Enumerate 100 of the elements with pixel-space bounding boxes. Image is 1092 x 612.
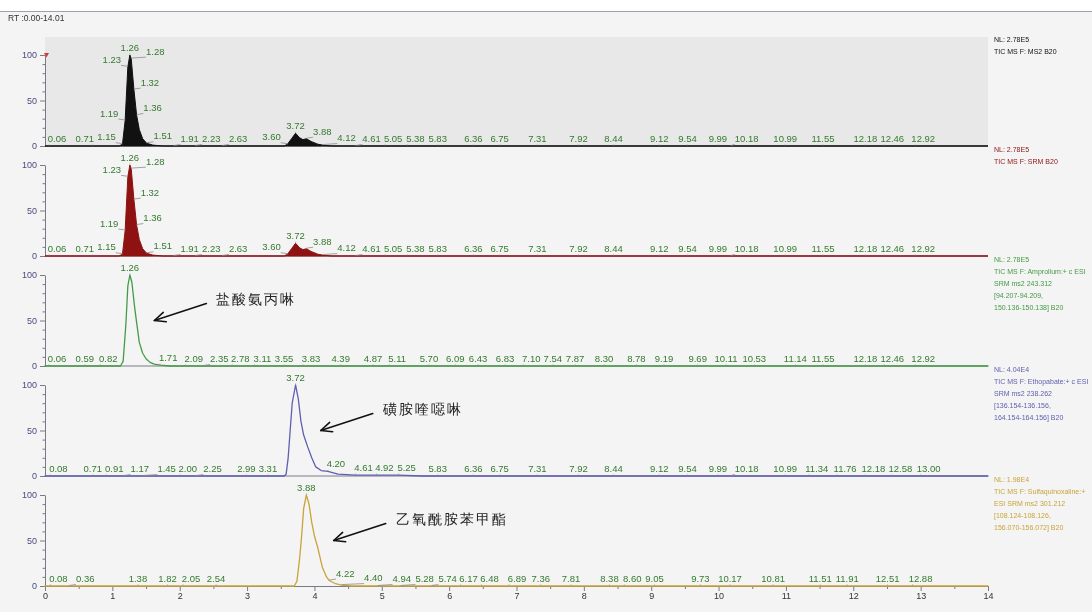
- annotation: 7.92: [569, 463, 588, 474]
- annotation: 5.83: [428, 133, 447, 144]
- y-tick-label: 0: [31, 251, 37, 262]
- annotation: 5.83: [428, 243, 447, 254]
- y-tick-label: 0: [31, 361, 37, 372]
- annotation: 9.73: [691, 573, 710, 584]
- annotation: 0.71: [75, 133, 95, 144]
- annotation: 12.46: [880, 133, 905, 144]
- annotation: 9.99: [708, 463, 728, 474]
- annotation: 5.25: [397, 462, 416, 474]
- annotation: 10.17: [718, 573, 742, 584]
- y-tick-label: 50: [26, 535, 37, 546]
- annotation: 6.36: [464, 463, 483, 474]
- annotation: 12.88: [908, 573, 933, 584]
- annotation: 3.83: [301, 353, 321, 364]
- annotation: 2.25: [203, 463, 222, 474]
- annotation: 9.69: [688, 353, 707, 364]
- y-tick-label: 100: [21, 160, 37, 171]
- annotation: 4.22: [336, 567, 355, 579]
- annotation: 3.88: [313, 235, 332, 247]
- annotation: 1.91: [180, 133, 199, 144]
- annotation: 2.63: [228, 133, 248, 144]
- annotation: 4.12: [337, 242, 356, 254]
- annotation: 6.48: [480, 573, 499, 584]
- annotation: 12.92: [911, 133, 936, 144]
- x-tick-label: 1: [110, 591, 116, 602]
- annotation: 1.71: [158, 352, 178, 364]
- annotation: 5.11: [388, 353, 407, 364]
- annotation: 4.61: [362, 243, 381, 254]
- annotation: 9.05: [645, 573, 664, 584]
- annotation: 9.19: [654, 353, 674, 364]
- annotation: 1.15: [97, 131, 116, 143]
- annotation: 2.35: [210, 353, 229, 364]
- annotation: 10.18: [734, 243, 759, 254]
- annotation: 8.44: [604, 243, 623, 254]
- annotation: 1.15: [97, 241, 116, 253]
- annotation: 11.55: [811, 353, 835, 364]
- annotation: 2.23: [201, 243, 221, 254]
- annotation: 0.36: [76, 573, 95, 584]
- x-tick-label: 12: [848, 591, 859, 602]
- annotation: 0.91: [105, 463, 124, 474]
- annotation: 7.36: [531, 573, 550, 584]
- annotation: 3.31: [258, 463, 278, 474]
- y-tick-label: 50: [26, 425, 37, 436]
- x-tick-label: 9: [649, 591, 655, 602]
- annotation: 5.05: [383, 243, 403, 254]
- annotation: 6.75: [490, 243, 509, 254]
- x-tick-label: 13: [916, 591, 927, 602]
- x-tick-label: 11: [781, 591, 792, 602]
- annotation: 12.92: [911, 243, 936, 254]
- annotation: 0.71: [75, 243, 95, 254]
- y-tick-label: 100: [21, 50, 37, 61]
- annotation: 9.54: [678, 243, 697, 254]
- annotation: 12.46: [880, 353, 905, 364]
- annotation: 5.38: [406, 243, 425, 254]
- annotation: 2.78: [231, 353, 250, 364]
- annotation: 4.12: [337, 132, 356, 144]
- annotation: 1.26: [120, 262, 140, 273]
- annotation: 9.54: [678, 133, 697, 144]
- annotation: 2.09: [184, 353, 204, 364]
- annotation: 4.94: [392, 573, 411, 584]
- y-tick-label: 0: [31, 141, 37, 152]
- annotation: 3.88: [297, 482, 316, 493]
- annotation: 1.45: [157, 463, 176, 474]
- y-tick-label: 100: [21, 490, 37, 501]
- annotation: 0.06: [47, 353, 67, 364]
- annotation: 1.17: [130, 463, 150, 474]
- annotation: 0.06: [47, 243, 67, 254]
- annotation: 11.14: [783, 353, 807, 364]
- x-tick-label: 5: [379, 591, 385, 602]
- annotation: 7.92: [569, 243, 588, 254]
- annotation: 11.76: [833, 463, 857, 474]
- annotation: 3.72: [286, 372, 305, 383]
- annotation: 11.34: [805, 463, 829, 474]
- y-tick-label: 0: [31, 581, 37, 592]
- annotation: 12.18: [853, 353, 878, 364]
- chart-title: RT :0.00-14.01: [8, 13, 65, 24]
- text: 磺胺喹噁啉: [381, 400, 463, 417]
- annotation: 0.59: [75, 353, 94, 364]
- annotation: 1.26: [120, 152, 140, 163]
- annotation: 3.60: [262, 241, 281, 253]
- annotation: 1.19: [99, 107, 119, 119]
- annotation: 11.55: [811, 243, 835, 254]
- annotation: 9.12: [650, 463, 669, 474]
- annotation: 7.81: [561, 573, 581, 584]
- annotation: 6.83: [495, 353, 515, 364]
- annotation: 0.08: [49, 573, 68, 584]
- y-tick-label: 50: [26, 205, 37, 216]
- x-tick-label: 0: [42, 591, 49, 602]
- annotation: 13.00: [916, 463, 941, 474]
- annotation: 10.18: [734, 463, 759, 474]
- annotation: 4.92: [375, 462, 394, 474]
- annotation: 4.61: [362, 133, 381, 144]
- annotation: 1.38: [128, 573, 148, 584]
- annotation: 7.31: [528, 463, 547, 474]
- x-tick-label: 2: [177, 591, 183, 602]
- annotation: 9.12: [650, 133, 669, 144]
- x-tick-label: 4: [312, 591, 318, 602]
- annotation: 0.08: [49, 463, 68, 474]
- annotation: 11.51: [808, 573, 832, 584]
